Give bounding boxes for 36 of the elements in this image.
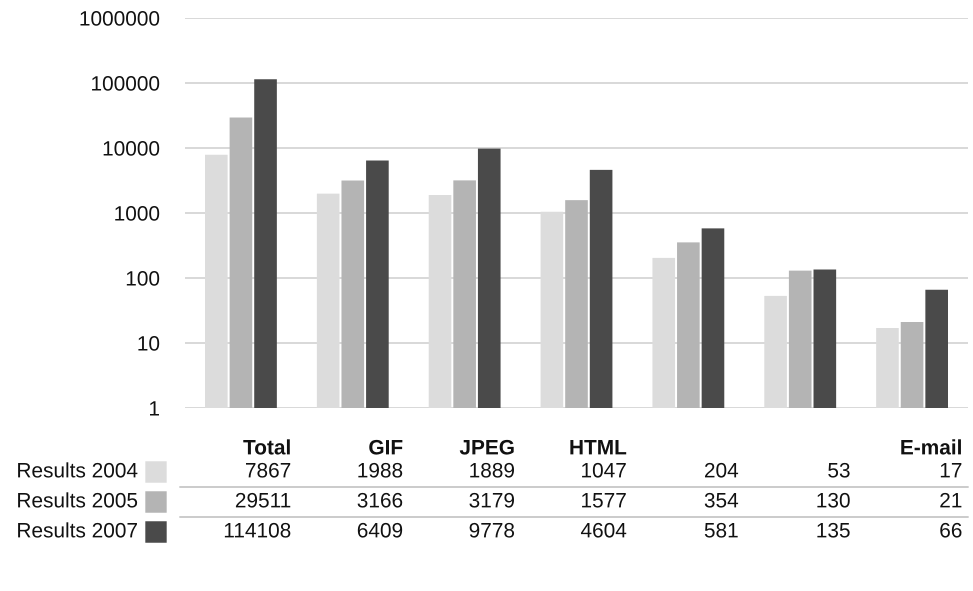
data-label: 1047 <box>582 462 626 478</box>
legend-label: Results 2004 <box>18 462 138 478</box>
legend-label: Results 2007 <box>18 522 137 538</box>
data-label: 3166 <box>358 492 402 508</box>
data-label: 354 <box>704 492 738 508</box>
data-label: 7867 <box>246 462 290 478</box>
x-tick-label: GIF <box>369 440 402 455</box>
x-tick-label: HTML <box>570 440 626 454</box>
data-label: 114108 <box>224 522 290 538</box>
legend-label: Results 2005 <box>18 492 138 508</box>
y-tick-label: 100000 <box>92 76 160 91</box>
data-label: 204 <box>704 462 738 478</box>
data-label: 21 <box>940 492 962 508</box>
x-tick-label: JPEG <box>460 440 514 455</box>
data-label: 66 <box>940 522 962 538</box>
data-label: 581 <box>704 522 738 538</box>
y-tick-label: 1 <box>150 401 159 416</box>
y-tick-label: 1000 <box>115 206 160 221</box>
data-label: 1988 <box>358 462 402 478</box>
data-label: 1577 <box>582 493 626 508</box>
y-tick-label: 10000 <box>104 141 160 156</box>
y-tick-label: 10 <box>138 336 160 351</box>
data-label: 53 <box>828 462 850 478</box>
data-label: 17 <box>940 463 962 478</box>
data-label: 4604 <box>580 522 626 538</box>
data-label: 29511 <box>236 492 290 508</box>
x-tick-label: Total <box>243 439 290 455</box>
y-tick-label: 100 <box>126 271 160 286</box>
data-label: 3179 <box>469 492 514 508</box>
data-label: 6409 <box>358 522 402 538</box>
x-tick-label: E-mail <box>901 439 961 455</box>
data-label: 1889 <box>470 462 514 478</box>
data-label: 135 <box>817 522 850 538</box>
y-tick-label: 1000000 <box>80 11 160 26</box>
data-label: 9778 <box>470 522 514 538</box>
data-label: 130 <box>817 492 850 508</box>
